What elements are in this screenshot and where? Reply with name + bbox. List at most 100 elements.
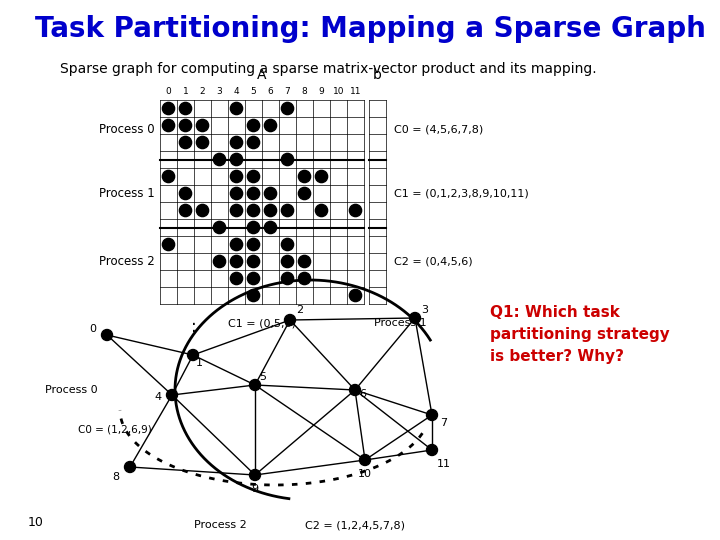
Circle shape: [248, 137, 260, 148]
Circle shape: [166, 389, 178, 401]
Text: 8: 8: [112, 472, 120, 482]
Circle shape: [179, 204, 192, 217]
Text: 5: 5: [251, 87, 256, 96]
Circle shape: [426, 444, 438, 456]
Text: Q1: Which task
partitioning strategy
is better? Why?: Q1: Which task partitioning strategy is …: [490, 305, 670, 364]
Text: 7: 7: [441, 418, 448, 428]
Circle shape: [349, 384, 361, 395]
Circle shape: [248, 119, 260, 132]
Circle shape: [179, 103, 192, 114]
Circle shape: [264, 204, 276, 217]
Circle shape: [179, 137, 192, 148]
Text: A: A: [257, 68, 266, 82]
Text: C1 = (0,1,2,3,8,9,10,11): C1 = (0,1,2,3,8,9,10,11): [394, 188, 528, 199]
Circle shape: [349, 204, 361, 217]
Circle shape: [250, 380, 261, 390]
Circle shape: [248, 204, 260, 217]
Text: 1: 1: [183, 87, 189, 96]
Circle shape: [179, 187, 192, 200]
Circle shape: [248, 255, 260, 268]
Text: C1 = (0,5,6): C1 = (0,5,6): [228, 318, 296, 328]
Circle shape: [213, 153, 225, 166]
Text: C2 = (0,4,5,6): C2 = (0,4,5,6): [394, 256, 472, 267]
Text: 6: 6: [268, 87, 274, 96]
Circle shape: [213, 221, 225, 234]
Circle shape: [282, 103, 294, 114]
Text: 8: 8: [302, 87, 307, 96]
Text: C2 = (1,2,4,5,7,8): C2 = (1,2,4,5,7,8): [305, 520, 405, 530]
Circle shape: [248, 221, 260, 234]
Text: 2: 2: [297, 305, 304, 315]
Text: 10: 10: [358, 469, 372, 479]
Text: 11: 11: [437, 459, 451, 469]
Circle shape: [359, 455, 371, 465]
Text: 3: 3: [217, 87, 222, 96]
Text: 0: 0: [166, 87, 171, 96]
Circle shape: [284, 314, 295, 326]
Text: Process 0: Process 0: [99, 123, 155, 136]
Text: Process 0: Process 0: [45, 385, 98, 395]
Circle shape: [163, 103, 175, 114]
Circle shape: [248, 272, 260, 285]
Circle shape: [213, 255, 225, 268]
Circle shape: [315, 204, 328, 217]
Circle shape: [248, 289, 260, 302]
Circle shape: [298, 272, 310, 285]
Text: 2: 2: [199, 87, 205, 96]
Circle shape: [298, 255, 310, 268]
Circle shape: [197, 204, 209, 217]
Text: Process 2: Process 2: [194, 520, 246, 530]
Text: 9: 9: [319, 87, 325, 96]
Circle shape: [248, 171, 260, 183]
Text: Task Partitioning: Mapping a Sparse Graph: Task Partitioning: Mapping a Sparse Grap…: [35, 15, 706, 43]
Text: 1: 1: [196, 358, 202, 368]
Circle shape: [248, 187, 260, 200]
Circle shape: [230, 153, 243, 166]
Circle shape: [230, 187, 243, 200]
Text: 4: 4: [154, 392, 161, 402]
Text: 6: 6: [359, 389, 366, 399]
Text: 9: 9: [251, 484, 258, 494]
Text: Process 2: Process 2: [99, 255, 155, 268]
Circle shape: [264, 187, 276, 200]
Circle shape: [230, 171, 243, 183]
Circle shape: [125, 462, 135, 472]
Text: 7: 7: [284, 87, 290, 96]
Text: b: b: [373, 68, 382, 82]
Circle shape: [197, 119, 209, 132]
Circle shape: [282, 255, 294, 268]
Circle shape: [426, 409, 438, 421]
Text: 10: 10: [333, 87, 344, 96]
Circle shape: [163, 171, 175, 183]
Circle shape: [282, 204, 294, 217]
Text: 3: 3: [421, 305, 428, 315]
Circle shape: [264, 119, 276, 132]
Circle shape: [163, 119, 175, 132]
Text: Process 1: Process 1: [374, 318, 427, 328]
Circle shape: [282, 238, 294, 251]
Circle shape: [410, 313, 420, 323]
Text: 0: 0: [89, 324, 96, 334]
Circle shape: [163, 238, 175, 251]
Circle shape: [230, 255, 243, 268]
Circle shape: [197, 137, 209, 148]
Text: 10: 10: [28, 516, 44, 529]
Text: 11: 11: [350, 87, 361, 96]
Circle shape: [230, 272, 243, 285]
Circle shape: [248, 238, 260, 251]
Circle shape: [298, 171, 310, 183]
Circle shape: [282, 153, 294, 166]
Circle shape: [282, 272, 294, 285]
Text: 4: 4: [234, 87, 239, 96]
Circle shape: [250, 469, 261, 481]
Circle shape: [102, 329, 112, 341]
Circle shape: [230, 238, 243, 251]
Circle shape: [187, 349, 199, 361]
Text: 5: 5: [259, 372, 266, 382]
Circle shape: [230, 103, 243, 114]
Circle shape: [315, 171, 328, 183]
Text: C0 = (4,5,6,7,8): C0 = (4,5,6,7,8): [394, 125, 483, 135]
Text: C0 = (1,2,6,9): C0 = (1,2,6,9): [78, 425, 152, 435]
Circle shape: [264, 221, 276, 234]
Circle shape: [298, 187, 310, 200]
